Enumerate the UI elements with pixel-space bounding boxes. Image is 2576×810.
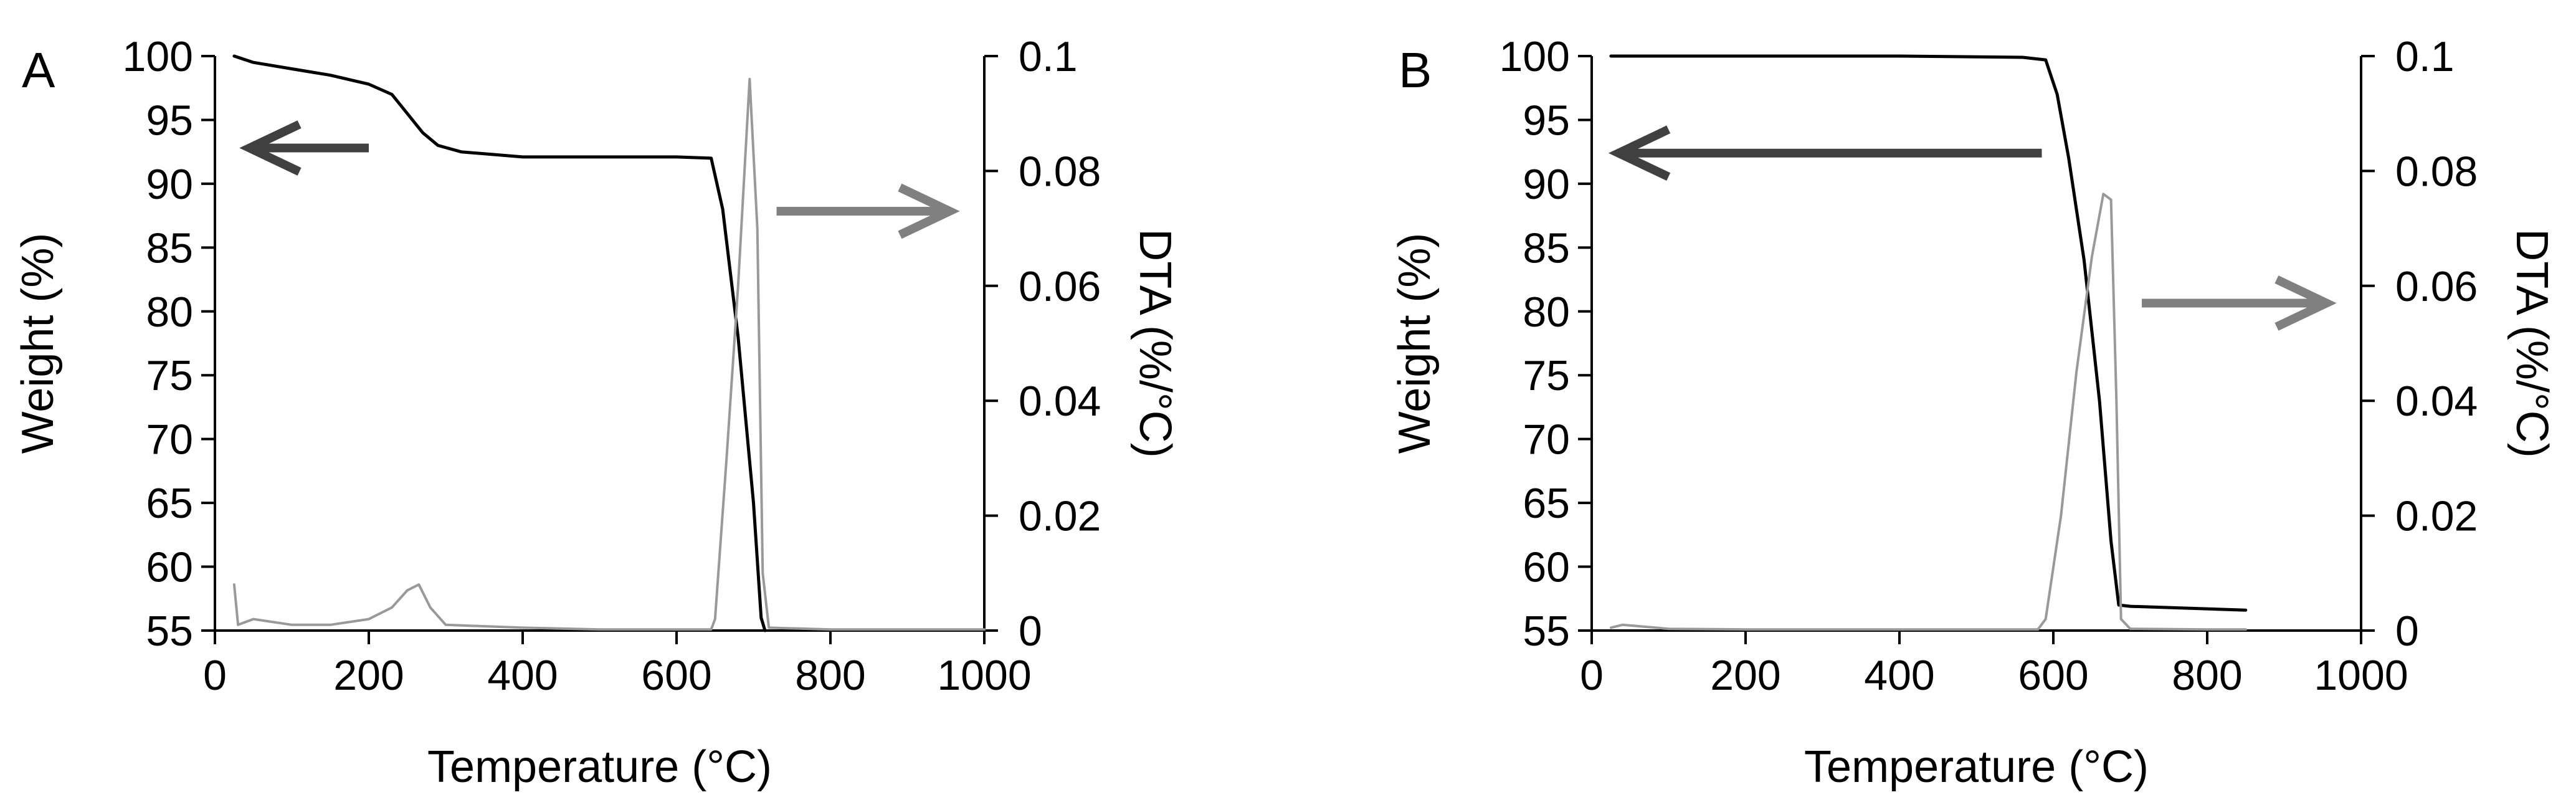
y2-tick-label: 0.08	[2395, 148, 2478, 195]
y-tick-label: 100	[123, 33, 193, 80]
arrow-head	[2274, 275, 2337, 331]
dta-axis-arrow	[776, 183, 960, 239]
x-tick-label: 600	[641, 652, 711, 699]
y-tick-label: 65	[146, 480, 193, 527]
y-tick-label: 75	[146, 352, 193, 399]
y2-tick-label: 0.02	[1019, 493, 1101, 540]
y-tick-label: 90	[1523, 161, 1570, 208]
y-tick-label: 55	[1523, 608, 1570, 655]
y2-tick-label: 0.06	[1019, 263, 1101, 310]
weight-axis-arrow	[239, 120, 369, 176]
y-tick-label: 90	[146, 161, 193, 208]
dta-line	[232, 77, 986, 631]
x-tick-label: 1000	[937, 652, 1031, 699]
x-tick-label: 1000	[2314, 652, 2408, 699]
y-tick-label: 70	[1523, 416, 1570, 464]
panel-letter: B	[1399, 42, 1432, 98]
y-tick-label: 55	[146, 608, 193, 655]
x-axis-label: Temperature (°C)	[1804, 742, 2149, 792]
weight-axis-arrow	[1608, 125, 2042, 181]
panel-letter: A	[22, 42, 55, 98]
y-tick-label: 100	[1499, 33, 1570, 80]
x-tick-label: 800	[2172, 652, 2242, 699]
y2-tick-label: 0	[2395, 608, 2419, 655]
dta-axis-arrow	[2142, 275, 2337, 331]
x-tick-label: 200	[333, 652, 404, 699]
y-tick-label: 85	[1523, 224, 1570, 272]
arrow-head	[898, 183, 960, 239]
y-axis-label: Weight (%)	[13, 233, 63, 454]
arrow-head	[1608, 125, 1671, 181]
y-tick-label: 95	[146, 97, 193, 144]
y-axis-label: Weight (%)	[1390, 233, 1440, 454]
x-axis-label: Temperature (°C)	[427, 742, 772, 792]
x-tick-label: 200	[1710, 652, 1780, 699]
dta-line	[1609, 193, 2247, 631]
weight-line	[1609, 54, 2248, 612]
y-tick-label: 80	[146, 288, 193, 336]
y2-tick-label: 0.02	[2395, 493, 2478, 540]
y-tick-label: 65	[1523, 480, 1570, 527]
y-tick-label: 70	[146, 416, 193, 464]
y2-tick-label: 0.04	[1019, 378, 1101, 425]
chart-panel-b: 55606570758085909510000.020.040.060.080.…	[1390, 33, 2557, 792]
x-tick-label: 600	[2018, 652, 2088, 699]
x-tick-label: 400	[487, 652, 558, 699]
x-tick-label: 400	[1864, 652, 1934, 699]
y2-tick-label: 0.08	[1019, 148, 1101, 195]
y-tick-label: 75	[1523, 352, 1570, 399]
weight-line	[232, 54, 767, 632]
y-tick-label: 95	[1523, 97, 1570, 144]
y2-axis-label: DTA (%/°C)	[2507, 229, 2557, 457]
y-tick-label: 80	[1523, 288, 1570, 336]
y2-tick-label: 0.1	[1019, 33, 1078, 80]
y2-tick-label: 0	[1019, 608, 1042, 655]
y2-tick-label: 0.04	[2395, 378, 2478, 425]
x-tick-label: 800	[795, 652, 865, 699]
chart-panel-a: 55606570758085909510000.020.040.060.080.…	[13, 33, 1180, 792]
y-tick-label: 85	[146, 224, 193, 272]
y2-tick-label: 0.06	[2395, 263, 2478, 310]
x-tick-label: 0	[1580, 652, 1604, 699]
arrow-head	[239, 120, 302, 176]
y-tick-label: 60	[1523, 544, 1570, 591]
x-tick-label: 0	[203, 652, 227, 699]
y2-tick-label: 0.1	[2395, 33, 2455, 80]
y-tick-label: 60	[146, 544, 193, 591]
y2-axis-label: DTA (%/°C)	[1130, 229, 1180, 457]
